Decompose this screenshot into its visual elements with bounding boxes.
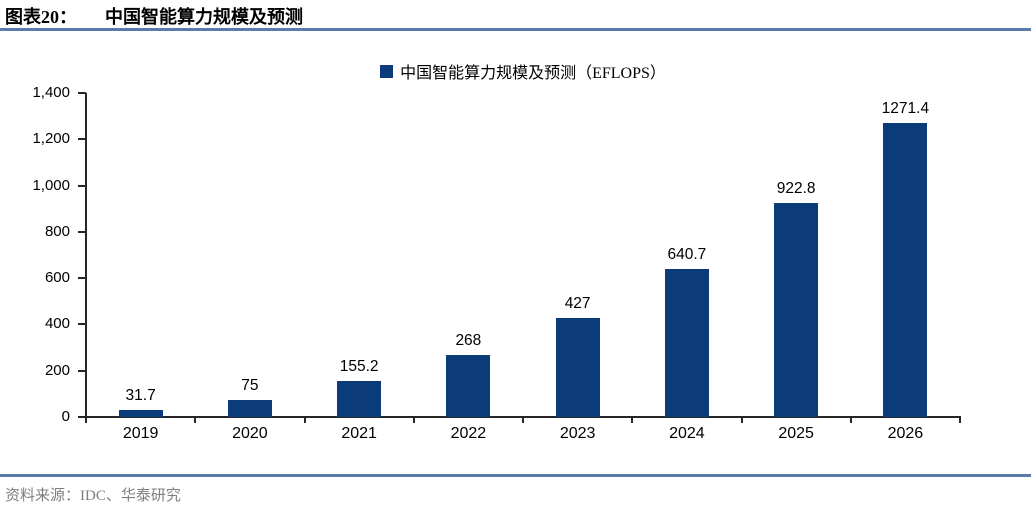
y-axis-tick-label: 800 — [44, 222, 70, 240]
bar-2026 — [883, 122, 928, 417]
bar-2021 — [337, 381, 382, 417]
y-axis-line — [85, 93, 87, 417]
x-axis-label: 2025 — [778, 425, 814, 442]
x-axis-label: 2019 — [122, 425, 159, 442]
x-axis-tick — [303, 417, 306, 423]
figure-label: 图表20： — [5, 7, 77, 27]
bar-value-label: 75 — [241, 376, 259, 394]
bar-2020 — [227, 399, 272, 417]
figure-title: 中国智能算力规模及预测 — [105, 7, 303, 27]
x-axis-tick — [85, 417, 87, 423]
x-axis-tick — [740, 417, 743, 423]
plot-area: 31.7 2019 75 2020 155.2 2021 268 2022 427 2023 640… — [78, 92, 961, 442]
y-axis-tick-label: 1,000 — [32, 176, 70, 194]
bar-value-label: 1271.4 — [881, 99, 930, 117]
bar-2019 — [118, 409, 163, 417]
y-axis-tick — [78, 92, 86, 94]
figure-header: 图表20： 中国智能算力规模及预测 — [5, 3, 303, 29]
x-axis-label: 2026 — [887, 425, 924, 442]
bar-value-label: 922.8 — [776, 180, 816, 198]
bar-value-label: 640.7 — [667, 245, 707, 263]
footer-divider — [0, 474, 1031, 477]
x-axis-label: 2021 — [341, 425, 377, 442]
x-axis-tick — [412, 417, 415, 423]
y-axis-tick-label: 0 — [61, 408, 70, 425]
x-axis-label: 2023 — [559, 425, 596, 442]
y-axis-tick — [78, 230, 86, 233]
x-axis-label: 2024 — [669, 425, 705, 442]
legend-label: 中国智能算力规模及预测（EFLOPS） — [400, 65, 666, 82]
source-note: 资料来源：IDC、华泰研究 — [5, 488, 181, 504]
x-axis-tick — [522, 417, 524, 423]
bar-value-label: 31.7 — [125, 386, 156, 404]
bar-value-label: 427 — [564, 295, 591, 313]
bar-2023 — [555, 318, 600, 417]
y-axis-tick-label: 1,200 — [32, 130, 70, 148]
y-axis-tick-label: 1,400 — [32, 84, 70, 101]
x-axis-tick — [631, 417, 634, 423]
y-axis-tick — [78, 323, 86, 326]
x-axis-label: 2022 — [450, 425, 487, 442]
y-axis-tick-label: 200 — [44, 361, 70, 379]
x-axis-label: 2020 — [232, 425, 268, 442]
x-axis-tick — [194, 417, 197, 423]
legend-swatch-icon — [380, 64, 394, 78]
bar-2022 — [446, 354, 491, 417]
y-axis-tick — [78, 138, 86, 141]
chart-legend: 中国智能算力规模及预测（EFLOPS） — [86, 61, 960, 82]
bar-2024 — [664, 268, 709, 417]
y-axis-tick — [78, 184, 86, 187]
y-axis-labels: 0 200 400 600 800 1,000 1,200 1,400 — [0, 0, 70, 507]
y-axis-tick-label: 400 — [44, 315, 70, 333]
y-axis-tick-label: 600 — [44, 269, 70, 287]
x-axis-tick — [849, 417, 852, 423]
bar-value-label: 268 — [455, 331, 482, 349]
x-axis-tick — [959, 417, 961, 423]
y-axis-tick — [78, 277, 86, 280]
y-axis-tick — [78, 416, 86, 418]
bar-2025 — [774, 203, 819, 417]
y-axis-tick — [78, 369, 86, 372]
bar-value-label: 155.2 — [339, 358, 379, 376]
header-divider — [0, 28, 1031, 31]
